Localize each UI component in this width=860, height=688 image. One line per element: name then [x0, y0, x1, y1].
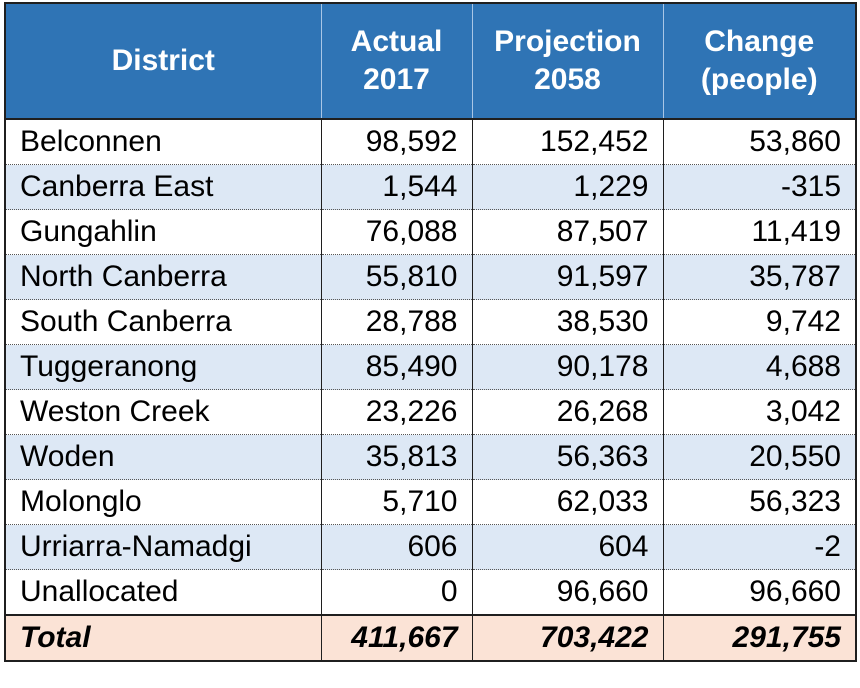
header-change-line1: Change — [704, 25, 815, 58]
total-actual: 411,667 — [320, 614, 473, 662]
change-people-cell: 4,688 — [662, 344, 857, 390]
table-body: Belconnen 98,592 152,452 53,860 Canberra Eas… — [4, 119, 857, 616]
change-people-cell: 35,787 — [662, 254, 857, 300]
total-projection: 703,422 — [471, 614, 664, 662]
change-people-cell: 11,419 — [662, 209, 857, 255]
table-row: Weston Creek 23,226 26,268 3,042 — [4, 389, 857, 435]
header-district: District — [4, 2, 322, 120]
table-header: District Actual 2017 Projection 2058 Cha… — [4, 2, 857, 120]
table-row: Belconnen 98,592 152,452 53,860 — [4, 119, 857, 165]
table-footer: Total 411,667 703,422 291,755 — [4, 614, 857, 662]
header-projection-line2: 2058 — [534, 63, 601, 96]
header-actual-line1: Actual — [350, 25, 443, 58]
table-row: Gungahlin 76,088 87,507 11,419 — [4, 209, 857, 255]
total-row: Total 411,667 703,422 291,755 — [4, 614, 857, 662]
district-cell: Tuggeranong — [4, 344, 322, 390]
district-cell: Urriarra-Namadgi — [4, 524, 322, 570]
actual-2017-cell: 23,226 — [320, 389, 473, 435]
actual-2017-cell: 606 — [320, 524, 473, 570]
header-actual-2017: Actual 2017 — [320, 2, 473, 120]
table-row: Tuggeranong 85,490 90,178 4,688 — [4, 344, 857, 390]
projection-2058-cell: 62,033 — [471, 479, 664, 525]
change-people-cell: 3,042 — [662, 389, 857, 435]
change-people-cell: 56,323 — [662, 479, 857, 525]
table-row: Molonglo 5,710 62,033 56,323 — [4, 479, 857, 525]
change-people-cell: 96,660 — [662, 569, 857, 616]
projection-2058-cell: 87,507 — [471, 209, 664, 255]
change-people-cell: -2 — [662, 524, 857, 570]
table-row: Urriarra-Namadgi 606 604 -2 — [4, 524, 857, 570]
header-projection-2058: Projection 2058 — [471, 2, 664, 120]
header-row: District Actual 2017 Projection 2058 Cha… — [4, 2, 857, 120]
projection-2058-cell: 96,660 — [471, 569, 664, 616]
actual-2017-cell: 1,544 — [320, 164, 473, 210]
header-actual-line2: 2017 — [363, 63, 430, 96]
district-population-table: District Actual 2017 Projection 2058 Cha… — [4, 2, 857, 662]
actual-2017-cell: 28,788 — [320, 299, 473, 345]
header-projection-line1: Projection — [494, 25, 641, 58]
projection-2058-cell: 90,178 — [471, 344, 664, 390]
projection-2058-cell: 56,363 — [471, 434, 664, 480]
district-cell: Weston Creek — [4, 389, 322, 435]
change-people-cell: 20,550 — [662, 434, 857, 480]
actual-2017-cell: 5,710 — [320, 479, 473, 525]
actual-2017-cell: 85,490 — [320, 344, 473, 390]
projection-2058-cell: 604 — [471, 524, 664, 570]
table-row: Canberra East 1,544 1,229 -315 — [4, 164, 857, 210]
actual-2017-cell: 55,810 — [320, 254, 473, 300]
projection-2058-cell: 152,452 — [471, 119, 664, 165]
actual-2017-cell: 35,813 — [320, 434, 473, 480]
change-people-cell: 9,742 — [662, 299, 857, 345]
district-cell: South Canberra — [4, 299, 322, 345]
district-cell: Canberra East — [4, 164, 322, 210]
table-row: North Canberra 55,810 91,597 35,787 — [4, 254, 857, 300]
district-cell: Woden — [4, 434, 322, 480]
district-cell: North Canberra — [4, 254, 322, 300]
district-cell: Belconnen — [4, 119, 322, 165]
district-cell: Unallocated — [4, 569, 322, 616]
header-change-people: Change (people) — [662, 2, 857, 120]
projection-2058-cell: 38,530 — [471, 299, 664, 345]
table-row: South Canberra 28,788 38,530 9,742 — [4, 299, 857, 345]
actual-2017-cell: 98,592 — [320, 119, 473, 165]
actual-2017-cell: 0 — [320, 569, 473, 616]
header-district-label: District — [111, 44, 215, 77]
change-people-cell: 53,860 — [662, 119, 857, 165]
total-label: Total — [4, 614, 322, 662]
change-people-cell: -315 — [662, 164, 857, 210]
district-cell: Molonglo — [4, 479, 322, 525]
header-change-line2: (people) — [700, 63, 818, 96]
projection-2058-cell: 91,597 — [471, 254, 664, 300]
table-row: Unallocated 0 96,660 96,660 — [4, 569, 857, 616]
district-cell: Gungahlin — [4, 209, 322, 255]
projection-2058-cell: 1,229 — [471, 164, 664, 210]
projection-2058-cell: 26,268 — [471, 389, 664, 435]
table-row: Woden 35,813 56,363 20,550 — [4, 434, 857, 480]
actual-2017-cell: 76,088 — [320, 209, 473, 255]
total-change: 291,755 — [662, 614, 857, 662]
